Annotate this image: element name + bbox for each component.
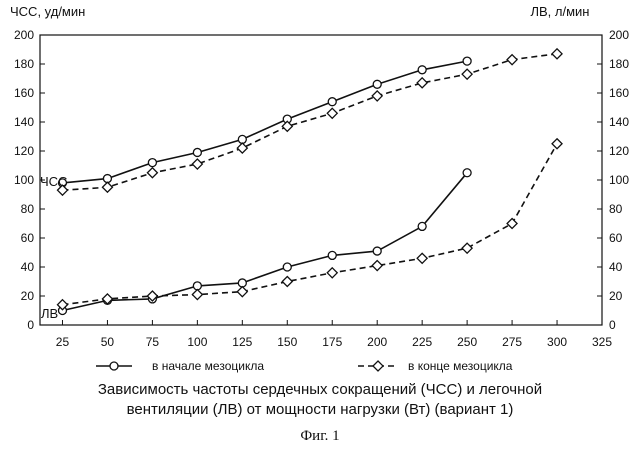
plot-frame bbox=[40, 35, 602, 325]
left-tick-label: 160 bbox=[14, 86, 34, 100]
data-point-diamond bbox=[102, 182, 112, 192]
legend-marker-circle bbox=[110, 362, 118, 370]
caption-line-1: Зависимость частоты сердечных сокращений… bbox=[98, 381, 542, 398]
right-tick-label: 20 bbox=[609, 289, 623, 303]
data-point-circle bbox=[283, 263, 291, 271]
right-tick-label: 140 bbox=[609, 115, 629, 129]
x-tick-label: 300 bbox=[547, 335, 567, 349]
series-line-hr-diamond bbox=[63, 54, 558, 190]
data-point-diamond bbox=[507, 219, 517, 229]
left-tick-label: 0 bbox=[27, 318, 34, 332]
legend-label-end: в конце мезоцикла bbox=[408, 359, 513, 373]
data-point-diamond bbox=[552, 139, 562, 149]
data-point-diamond bbox=[147, 168, 157, 178]
data-point-diamond bbox=[507, 55, 517, 65]
data-point-diamond bbox=[417, 78, 427, 88]
series-layer bbox=[57, 49, 562, 315]
x-axis-ticks: 25 50 75 100 125 150 175 200 225 250 275 300 325 bbox=[56, 320, 613, 349]
data-point-circle bbox=[463, 57, 471, 65]
x-tick-label: 25 bbox=[56, 335, 70, 349]
x-tick-label: 150 bbox=[277, 335, 297, 349]
x-tick-label: 100 bbox=[187, 335, 207, 349]
data-point-circle bbox=[328, 98, 336, 106]
left-tick-label: 20 bbox=[21, 289, 35, 303]
data-point-diamond bbox=[327, 108, 337, 118]
data-point-circle bbox=[373, 247, 381, 255]
data-point-circle bbox=[193, 148, 201, 156]
x-tick-label: 200 bbox=[367, 335, 387, 349]
legend-item-start: в начале мезоцикла bbox=[96, 359, 264, 373]
data-point-diamond bbox=[192, 159, 202, 169]
series-line-lv-circle bbox=[63, 173, 468, 311]
right-tick-label: 80 bbox=[609, 202, 623, 216]
left-tick-label: 40 bbox=[21, 260, 35, 274]
legend-marker-diamond bbox=[373, 361, 383, 371]
data-point-diamond bbox=[417, 253, 427, 263]
x-tick-label: 75 bbox=[146, 335, 160, 349]
x-tick-label: 225 bbox=[412, 335, 432, 349]
right-tick-label: 100 bbox=[609, 173, 629, 187]
right-tick-label: 160 bbox=[609, 86, 629, 100]
data-point-diamond bbox=[372, 91, 382, 101]
left-tick-label: 200 bbox=[14, 28, 34, 42]
right-tick-label: 180 bbox=[609, 57, 629, 71]
left-tick-label: 140 bbox=[14, 115, 34, 129]
series-label-lv: ЛВ bbox=[41, 306, 58, 321]
data-point-diamond bbox=[237, 143, 247, 153]
data-point-diamond bbox=[372, 261, 382, 271]
x-tick-label: 175 bbox=[322, 335, 342, 349]
data-point-diamond bbox=[282, 121, 292, 131]
data-point-circle bbox=[463, 169, 471, 177]
right-tick-label: 0 bbox=[609, 318, 616, 332]
data-point-diamond bbox=[237, 287, 247, 297]
data-point-circle bbox=[373, 80, 381, 88]
data-point-circle bbox=[148, 159, 156, 167]
series-line-hr-circle bbox=[63, 61, 468, 183]
data-point-circle bbox=[418, 222, 426, 230]
right-tick-label: 60 bbox=[609, 231, 623, 245]
data-point-diamond bbox=[552, 49, 562, 59]
right-tick-label: 200 bbox=[609, 28, 629, 42]
x-tick-label: 50 bbox=[101, 335, 115, 349]
data-point-diamond bbox=[462, 243, 472, 253]
legend-item-end: в конце мезоцикла bbox=[358, 359, 513, 373]
series-label-hr: ЧСС bbox=[40, 174, 67, 189]
data-point-diamond bbox=[462, 69, 472, 79]
left-tick-label: 60 bbox=[21, 231, 35, 245]
data-point-diamond bbox=[192, 290, 202, 300]
x-tick-label: 325 bbox=[592, 335, 612, 349]
left-tick-label: 180 bbox=[14, 57, 34, 71]
figure-label: Фиг. 1 bbox=[300, 428, 339, 444]
data-point-diamond bbox=[282, 277, 292, 287]
left-tick-label: 120 bbox=[14, 144, 34, 158]
caption-line-2: вентиляции (ЛВ) от мощности нагрузки (Вт… bbox=[127, 401, 514, 418]
legend: в начале мезоцикла в конце мезоцикла bbox=[96, 359, 513, 373]
x-tick-label: 125 bbox=[232, 335, 252, 349]
data-point-circle bbox=[328, 251, 336, 259]
right-tick-label: 120 bbox=[609, 144, 629, 158]
x-tick-label: 275 bbox=[502, 335, 522, 349]
right-axis-title: ЛВ, л/мин bbox=[530, 4, 589, 19]
legend-label-start: в начале мезоцикла bbox=[152, 359, 264, 373]
data-point-diamond bbox=[327, 268, 337, 278]
left-tick-label: 100 bbox=[14, 173, 34, 187]
left-axis-title: ЧСС, уд/мин bbox=[10, 4, 85, 19]
left-tick-label: 80 bbox=[21, 202, 35, 216]
right-tick-label: 40 bbox=[609, 260, 623, 274]
x-tick-label: 250 bbox=[457, 335, 477, 349]
data-point-circle bbox=[418, 66, 426, 74]
